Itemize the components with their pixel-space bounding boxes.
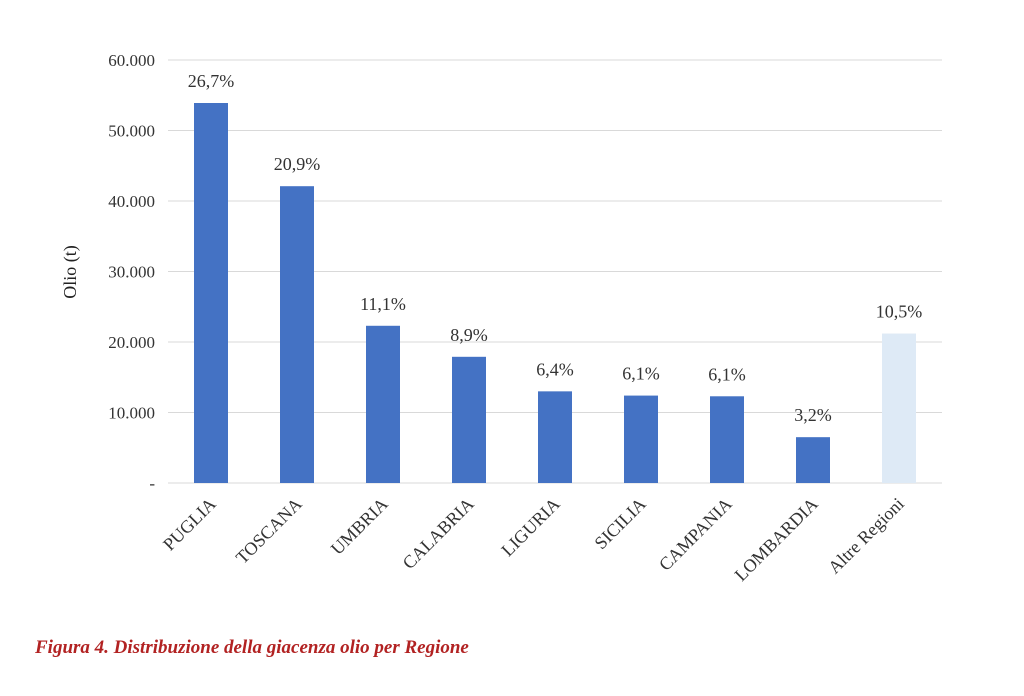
y-axis-ticks: - 10.000 20.000 30.000 40.000 50.000 60.000 (108, 51, 155, 493)
bar-campania (710, 396, 744, 483)
y-tick-label: 20.000 (108, 333, 155, 352)
bar-lombardia (796, 437, 830, 483)
x-tick-label: TOSCANA (232, 494, 306, 568)
x-tick-label: LIGURIA (497, 494, 563, 560)
y-tick-label: 40.000 (108, 192, 155, 211)
x-tick-label: UMBRIA (327, 494, 392, 559)
bar-altre-regioni (882, 333, 916, 483)
x-tick-label: Altre Regioni (824, 494, 908, 578)
x-tick-label: SICILIA (590, 494, 649, 553)
data-label: 3,2% (794, 405, 832, 425)
bars (194, 103, 916, 483)
figure-caption: Figura 4. Distribuzione della giacenza o… (35, 637, 469, 658)
y-tick-label: - (149, 474, 155, 493)
data-label: 6,1% (708, 364, 746, 384)
bar-calabria (452, 356, 486, 483)
y-axis-label: Olio (t) (60, 245, 81, 299)
x-tick-label: CAMPANIA (655, 494, 736, 575)
bar-sicilia (624, 395, 658, 483)
bar-puglia (194, 103, 228, 483)
x-tick-label: CALABRIA (399, 494, 478, 573)
data-label: 20,9% (274, 154, 321, 174)
bar-toscana (280, 186, 314, 483)
y-tick-label: 50.000 (108, 122, 155, 141)
x-axis-ticks: PUGLIA TOSCANA UMBRIA CALABRIA LIGURIA SICILI… (159, 494, 908, 585)
x-tick-label: PUGLIA (159, 494, 220, 555)
data-label: 10,5% (876, 302, 923, 322)
data-label: 8,9% (450, 325, 488, 345)
data-label: 26,7% (188, 71, 235, 91)
data-label: 6,1% (622, 364, 660, 384)
data-label: 6,4% (536, 359, 574, 379)
data-labels: 26,7% 20,9% 11,1% 8,9% 6,4% 6,1% 6,1% 3,2% 10,5% (188, 71, 923, 425)
y-tick-label: 10.000 (108, 404, 155, 423)
bar-umbria (366, 325, 400, 483)
y-tick-label: 30.000 (108, 263, 155, 282)
bar-liguria (538, 391, 572, 483)
y-tick-label: 60.000 (108, 51, 155, 70)
x-tick-label: LOMBARDIA (731, 494, 822, 585)
data-label: 11,1% (360, 294, 406, 314)
